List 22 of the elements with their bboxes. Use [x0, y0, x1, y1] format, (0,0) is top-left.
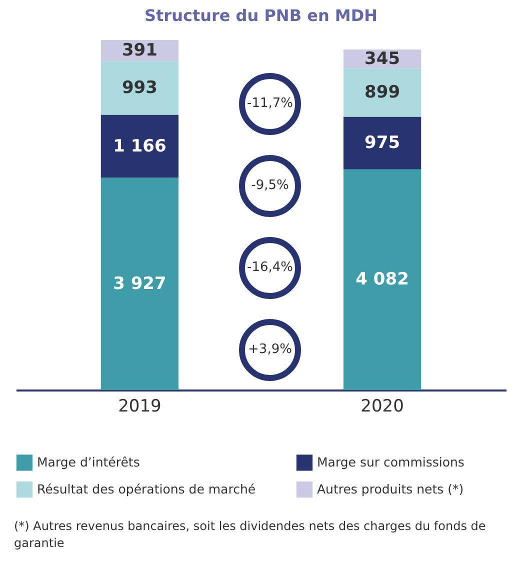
- bar: [343, 169, 422, 390]
- data-label: 899: [364, 82, 400, 102]
- bar: [100, 61, 179, 115]
- data-label: 4 082: [356, 270, 409, 290]
- bar: [343, 68, 422, 117]
- legend-label: Autres produits nets (*): [317, 482, 464, 496]
- data-label: 975: [364, 133, 400, 154]
- data-label: 993: [122, 78, 158, 98]
- legend-label: Résultat des opérations de marché: [37, 482, 256, 496]
- x-tick-label: 2020: [360, 396, 404, 416]
- legend-label: Marge d’intérêts: [37, 454, 140, 470]
- legend-label: Marge sur commissions: [317, 454, 464, 470]
- text: (*) Autres revenus bancaires, soit les dividendes nets des charges du fonds de garantie: [14, 518, 487, 552]
- data-label: 391: [122, 40, 158, 61]
- data-label: 345: [364, 48, 400, 69]
- data-label: 3 927: [113, 274, 166, 294]
- chart-title: Structure du PNB en MDH: [144, 6, 378, 25]
- data-label: 1 166: [113, 136, 166, 156]
- bar: [343, 116, 422, 170]
- bar: [100, 178, 179, 390]
- bar: [100, 114, 179, 178]
- x-tick-label: 2019: [118, 396, 162, 416]
